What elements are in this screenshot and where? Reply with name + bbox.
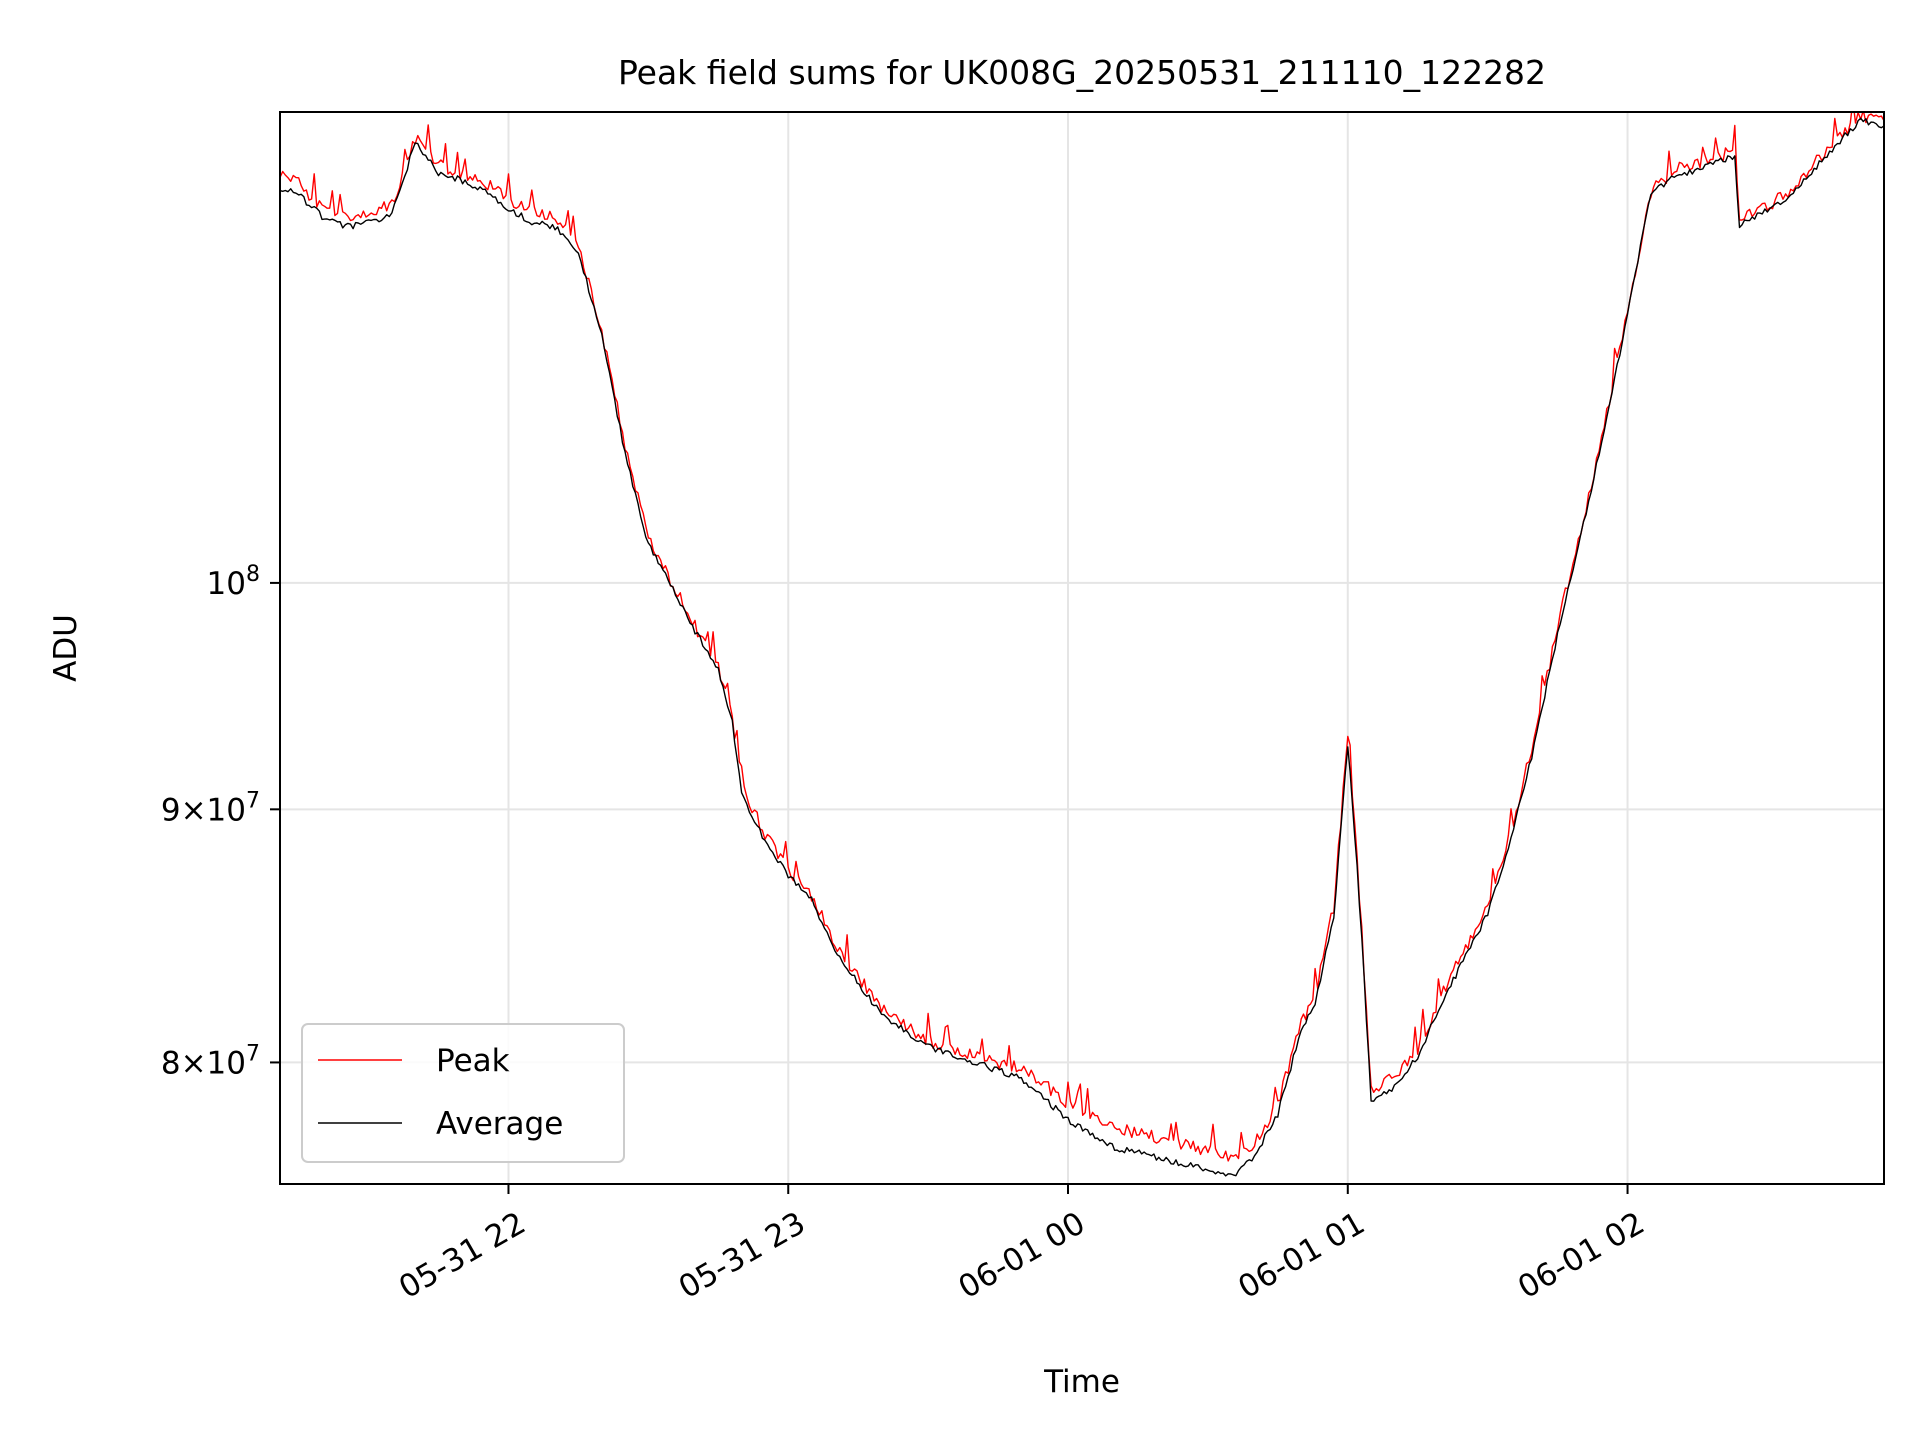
y-tick-label: 108 xyxy=(207,562,260,602)
legend: Peak Average xyxy=(301,1023,625,1163)
y-axis: 8×107 9×107 108 xyxy=(161,562,280,1081)
y-axis-label: ADU xyxy=(48,614,84,682)
legend-frame xyxy=(301,1023,625,1163)
x-axis-label: Time xyxy=(1043,1364,1120,1400)
series-line-average xyxy=(280,117,1884,1177)
series-line-peak xyxy=(280,112,1884,1162)
chart-title: Peak field sums for UK008G_20250531_2111… xyxy=(618,53,1546,92)
legend-label-average: Average xyxy=(436,1106,563,1142)
series-layer xyxy=(280,112,1884,1177)
y-tick-label: 8×107 xyxy=(161,1041,260,1081)
plot-frame xyxy=(279,111,1885,1185)
legend-label-peak: Peak xyxy=(436,1043,510,1079)
y-tick-label: 9×107 xyxy=(161,788,260,828)
grid xyxy=(280,112,1884,1184)
